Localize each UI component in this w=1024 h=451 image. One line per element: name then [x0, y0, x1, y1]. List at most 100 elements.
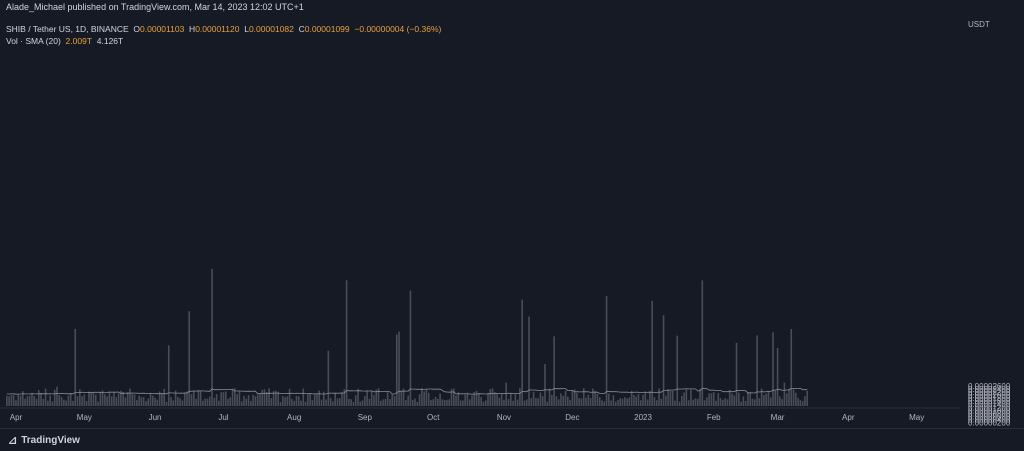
volume-bar	[589, 398, 592, 406]
volume-bar	[475, 390, 478, 406]
volume-bar	[313, 394, 316, 406]
volume-bar	[49, 395, 51, 406]
volume-bar	[350, 399, 352, 406]
volume-bar	[644, 391, 647, 406]
volume-bar	[140, 397, 143, 406]
symbol-label[interactable]: SHIB / Tether US, 1D, BINANCE	[6, 24, 129, 34]
volume-bar	[245, 398, 248, 406]
price-axis-bg	[960, 16, 1024, 428]
volume-bar	[149, 392, 152, 406]
volume-bar	[459, 400, 462, 406]
volume-bar	[544, 364, 546, 406]
volume-bar	[792, 389, 795, 406]
volume-bar	[760, 388, 763, 406]
volume-bar	[569, 399, 571, 406]
volume-bar	[268, 388, 270, 406]
close-value: 0.00001099	[304, 24, 350, 34]
time-axis[interactable]: Apr May Jun Jul Aug Sep Oct Nov Dec 2023 Feb Mar Apr…	[0, 407, 960, 422]
volume-bar	[598, 397, 601, 406]
volume-bar	[142, 397, 145, 406]
volume-bar	[354, 395, 357, 406]
volume-bar	[753, 399, 756, 406]
volume-bar	[667, 389, 669, 406]
volume-bar	[587, 394, 590, 406]
volume-bar	[31, 392, 33, 406]
price-tick-label: 0.00001400	[968, 400, 1011, 409]
price-tick-label: 0.00001000	[968, 406, 1011, 415]
publisher-bar: Alade_Michael published on TradingView.c…	[0, 0, 1024, 16]
volume-bar	[393, 396, 396, 406]
volume-bar	[655, 400, 658, 406]
volume-bar	[288, 388, 291, 406]
volume-bar	[373, 395, 375, 406]
volume-bar	[138, 395, 140, 406]
volume-bar	[272, 390, 275, 406]
volume-bar	[421, 388, 423, 406]
price-tick-label: 0.00002000	[968, 391, 1011, 400]
volume-bar	[717, 392, 720, 406]
volume-bar	[696, 398, 699, 406]
price-tick-label: 0.00001800	[968, 394, 1011, 403]
price-chart[interactable]: 0.000026000.000024000.000022000.00002000…	[0, 16, 1024, 428]
volume-bar	[254, 396, 257, 406]
tradingview-logo[interactable]: ⊿ TradingView	[8, 434, 80, 447]
volume-bar	[765, 393, 767, 406]
volume-bar	[507, 399, 510, 406]
volume-bar	[448, 399, 451, 406]
volume-bar	[47, 400, 49, 406]
volume-bar	[443, 399, 446, 406]
volume-bar	[183, 392, 186, 406]
tradingview-logo-icon: ⊿	[8, 434, 18, 447]
volume-bar	[758, 398, 761, 406]
price-tick-label: 0.00001200	[968, 403, 1011, 412]
price-axis[interactable]: 0.000026000.000024000.000022000.00002000…	[960, 16, 1024, 428]
volume-bar	[731, 393, 733, 406]
volume-label[interactable]: Vol · SMA (20)	[6, 36, 61, 46]
volume-bar	[382, 399, 384, 406]
time-tick-label: Nov	[497, 413, 511, 422]
volume-bar	[108, 391, 111, 406]
volume-bar	[94, 394, 97, 406]
volume-bar	[120, 390, 122, 406]
volume-bar	[646, 399, 649, 406]
volume-bar	[40, 393, 42, 406]
volume-bar	[712, 392, 715, 406]
volume-bar	[553, 336, 555, 406]
volume-bar	[797, 398, 799, 406]
volume-bar	[158, 391, 161, 406]
volume-bar	[642, 394, 644, 406]
volume-bar	[90, 391, 93, 406]
volume-bar	[211, 268, 213, 406]
volume-bar	[227, 398, 229, 406]
volume-bar	[26, 396, 29, 406]
volume-bar	[427, 392, 430, 406]
volume-bar	[471, 395, 473, 406]
time-tick-label: Dec	[565, 413, 579, 422]
volume-bar	[63, 399, 65, 406]
volume-bar	[126, 392, 129, 406]
volume-bar	[179, 398, 181, 406]
volume-bar	[799, 400, 802, 406]
volume-bar	[215, 394, 218, 406]
volume-bar	[92, 392, 95, 406]
volume-bar	[300, 400, 302, 406]
volume-bar	[190, 394, 193, 406]
volume-bar	[487, 392, 489, 406]
volume-bar	[498, 397, 501, 406]
volume-bar	[781, 399, 783, 406]
volume-bar	[519, 388, 521, 406]
volume-bar	[539, 392, 542, 406]
volume-bar	[548, 388, 551, 406]
volume-bar	[608, 393, 610, 406]
volume-bar	[352, 401, 355, 406]
volume-bar	[409, 290, 412, 406]
volume-bar	[582, 388, 585, 406]
volume-bar	[532, 391, 535, 406]
time-tick-label: Feb	[707, 413, 721, 422]
volume-bar	[788, 388, 790, 406]
volume-bar	[28, 395, 31, 406]
volume-sma-value: 4.126T	[96, 36, 124, 46]
volume-bar	[738, 392, 740, 406]
volume-bar	[265, 392, 268, 406]
volume-bar	[626, 398, 628, 406]
